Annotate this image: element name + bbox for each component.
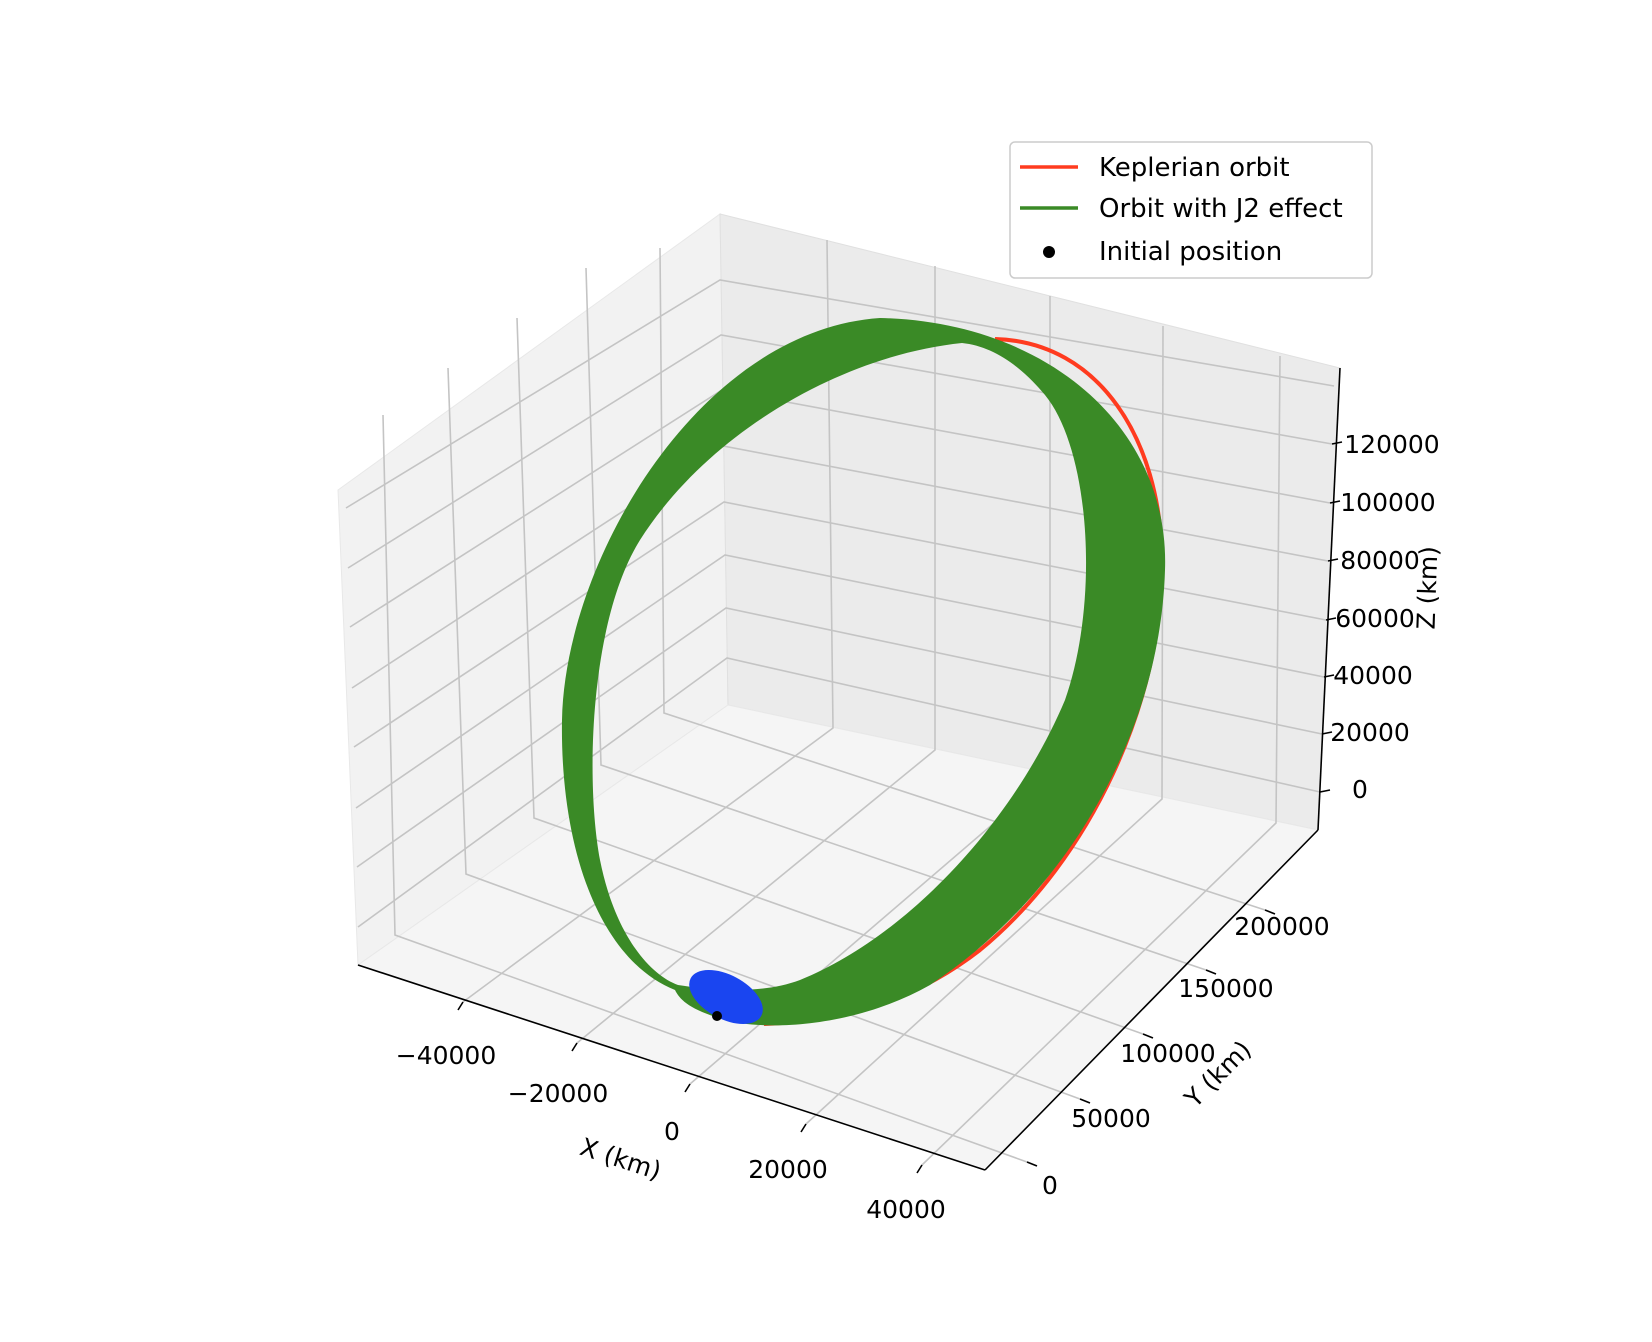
x-axis-label: X (km) — [576, 1132, 664, 1185]
z-tick — [1323, 674, 1335, 678]
grid-x — [805, 325, 1164, 1125]
grid-x — [576, 266, 936, 1044]
grid-y — [382, 414, 1028, 1163]
z-axis-label: Z (km) — [1412, 546, 1444, 630]
x-tick — [457, 1001, 464, 1011]
y-tick — [1079, 1098, 1091, 1104]
grid-z — [347, 334, 1333, 569]
tick-marks — [457, 441, 1343, 1174]
z-tick-labels: 0 20000 40000 60000 80000 100000 120000 — [1330, 430, 1439, 804]
z-tick-label: 120000 — [1344, 430, 1439, 459]
z-tick-label: 100000 — [1340, 488, 1435, 517]
z-axis-line — [1317, 367, 1341, 831]
y-axis-line — [984, 829, 1319, 1171]
grid-x — [462, 239, 834, 1003]
j2-orbit-band — [561, 318, 1166, 1026]
y-tick-label: 150000 — [1178, 974, 1273, 1003]
legend-label-j2: Orbit with J2 effect — [1099, 194, 1343, 224]
x-tick — [916, 1164, 923, 1174]
grid-z — [345, 279, 1335, 509]
z-tick — [1319, 789, 1331, 793]
z-tick — [1331, 441, 1343, 445]
orbit-marks — [561, 318, 1166, 1026]
y-tick — [1142, 1033, 1154, 1039]
y-tick-labels: 0 50000 100000 150000 200000 — [1042, 912, 1330, 1200]
x-tick-label: 20000 — [748, 1155, 828, 1184]
legend-swatch-initial — [1043, 246, 1055, 258]
x-tick-label: −40000 — [396, 1041, 496, 1070]
x-tick-label: −20000 — [508, 1079, 608, 1108]
z-tick-label: 0 — [1352, 775, 1368, 804]
grid-x — [921, 355, 1281, 1166]
x-tick-label: 0 — [664, 1117, 680, 1146]
legend-label-initial: Initial position — [1099, 237, 1282, 267]
initial-position-marker — [712, 1011, 722, 1021]
x-tick — [800, 1123, 807, 1133]
earth-ellipsoid — [689, 969, 763, 1025]
z-tick — [1329, 500, 1341, 504]
z-tick — [1321, 731, 1333, 735]
grid-y — [447, 367, 1081, 1100]
z-tick — [1325, 617, 1337, 621]
y-tick-label: 100000 — [1120, 1039, 1215, 1068]
x-axis-line — [357, 964, 986, 1171]
y-tick — [1026, 1161, 1038, 1167]
x-tick — [684, 1083, 691, 1093]
legend: Keplerian orbit Orbit with J2 effect Ini… — [1009, 141, 1373, 279]
z-tick — [1327, 558, 1339, 562]
y-tick-label: 50000 — [1071, 1104, 1151, 1133]
z-tick-label: 80000 — [1340, 546, 1420, 575]
z-tick-label: 40000 — [1333, 661, 1413, 690]
y-tick-label: 200000 — [1234, 912, 1329, 941]
z-tick-label: 20000 — [1330, 718, 1410, 747]
y-tick — [1264, 909, 1276, 915]
x-tick-label: 40000 — [866, 1195, 946, 1224]
y-tick-label: 0 — [1042, 1171, 1058, 1200]
y-tick — [1205, 969, 1217, 975]
axis-spines — [357, 367, 1341, 1171]
legend-frame — [1009, 141, 1373, 279]
x-tick-labels: −40000 −20000 0 20000 40000 — [396, 1041, 946, 1224]
x-tick — [571, 1042, 578, 1052]
legend-label-kepler: Keplerian orbit — [1099, 153, 1290, 183]
z-tick-label: 60000 — [1335, 604, 1415, 633]
